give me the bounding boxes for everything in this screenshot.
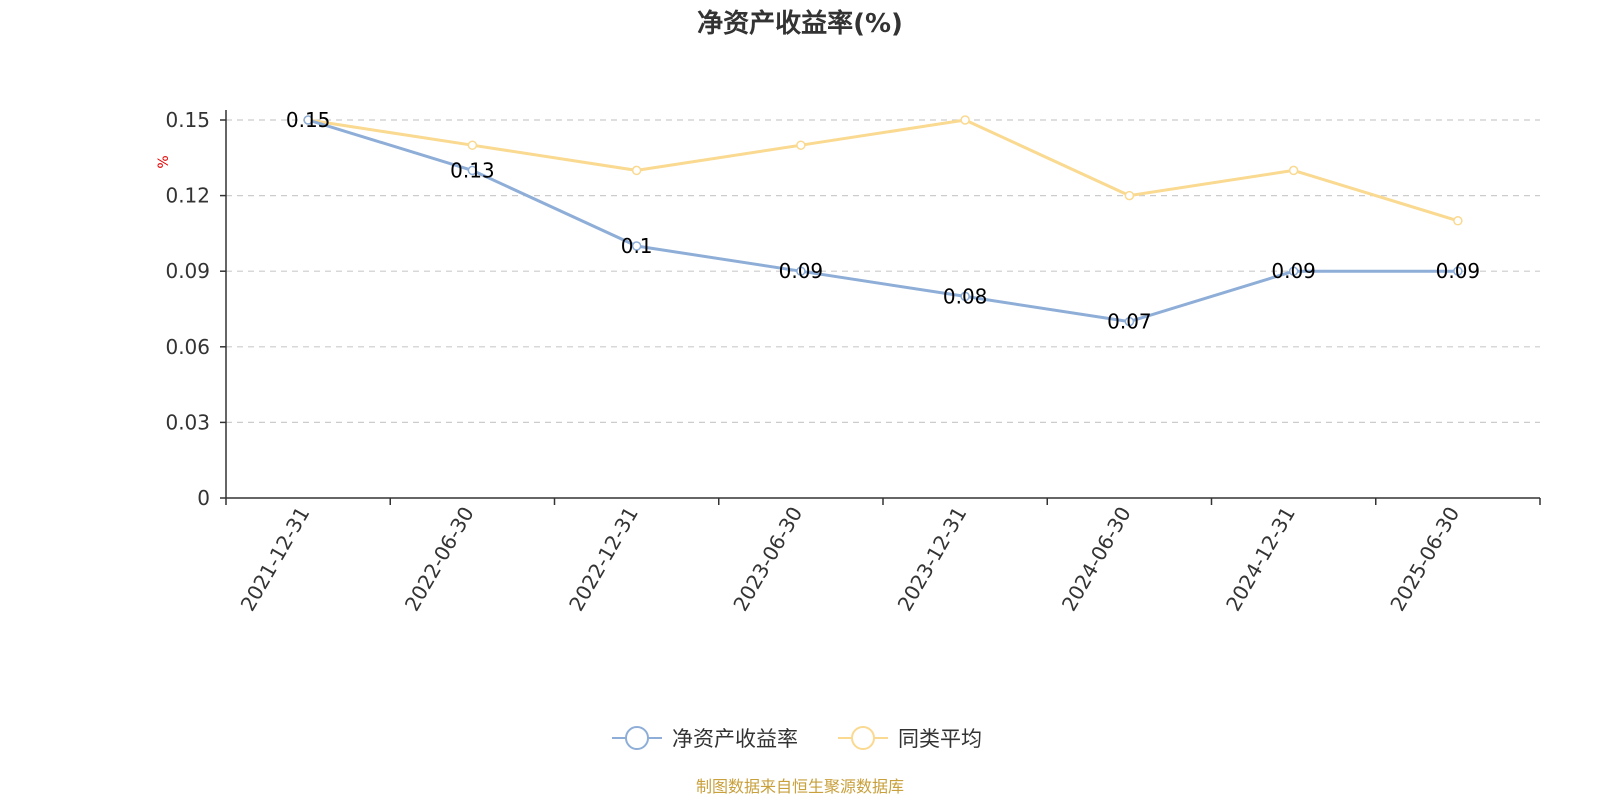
series-line [307,118,1459,223]
data-label: 0.08 [943,284,988,308]
data-point [1453,266,1463,276]
y-tick-label: 0.15 [165,108,210,132]
data-label: 0.1 [621,234,653,258]
y-tick-label: 0.12 [165,184,210,208]
x-tick-label: 2022-06-30 [400,503,479,616]
data-point [303,115,313,125]
y-tick-label: 0.03 [165,410,210,434]
data-point [467,140,478,150]
data-point [960,291,970,302]
x-tick-label: 2024-06-30 [1057,503,1136,616]
series-line [307,118,1458,324]
data-label: 0.15 [286,108,331,132]
data-point [467,165,478,176]
x-tick-label: 2021-12-31 [236,503,315,616]
legend-label: 同类平均 [898,727,982,751]
series [303,115,1463,327]
data-point [796,140,806,150]
y-axis-label: % [156,155,172,168]
x-tick-label: 2024-12-31 [1221,503,1300,616]
data-point [1288,266,1299,276]
data-point [796,266,806,276]
x-tick-label: 2022-12-31 [564,503,643,616]
data-label: 0.09 [1271,259,1316,283]
data-point [960,115,970,125]
data-labels: 0.15 0.13 0.1 0.09 0.08 0.07 0.09 0.09 [286,108,1480,334]
data-point [631,241,642,251]
legend-marker [851,726,875,750]
legend-marker [625,726,649,750]
x-tick-label: 2025-06-30 [1385,503,1464,616]
y-tick-label: 0 [197,486,210,510]
source-note: 制图数据来自恒生聚源数据库 [696,777,904,796]
data-point [1288,165,1299,176]
data-point [631,165,642,176]
data-point [1124,316,1135,327]
x-tick-label: 2023-12-31 [893,503,972,616]
y-tick-label: 0.09 [165,259,210,283]
data-label: 0.13 [450,158,495,182]
x-tick-label: 2023-06-30 [728,503,807,616]
data-point [1453,216,1463,226]
data-label: 0.09 [1436,259,1481,283]
chart-title: 净资产收益率(%) [697,8,903,39]
data-point [1124,190,1135,201]
y-tick-label: 0.06 [165,335,210,359]
legend: 净资产收益率 同类平均 [612,726,982,751]
data-label: 0.07 [1107,310,1152,334]
legend-label: 净资产收益率 [672,727,798,751]
data-label: 0.09 [779,259,824,283]
